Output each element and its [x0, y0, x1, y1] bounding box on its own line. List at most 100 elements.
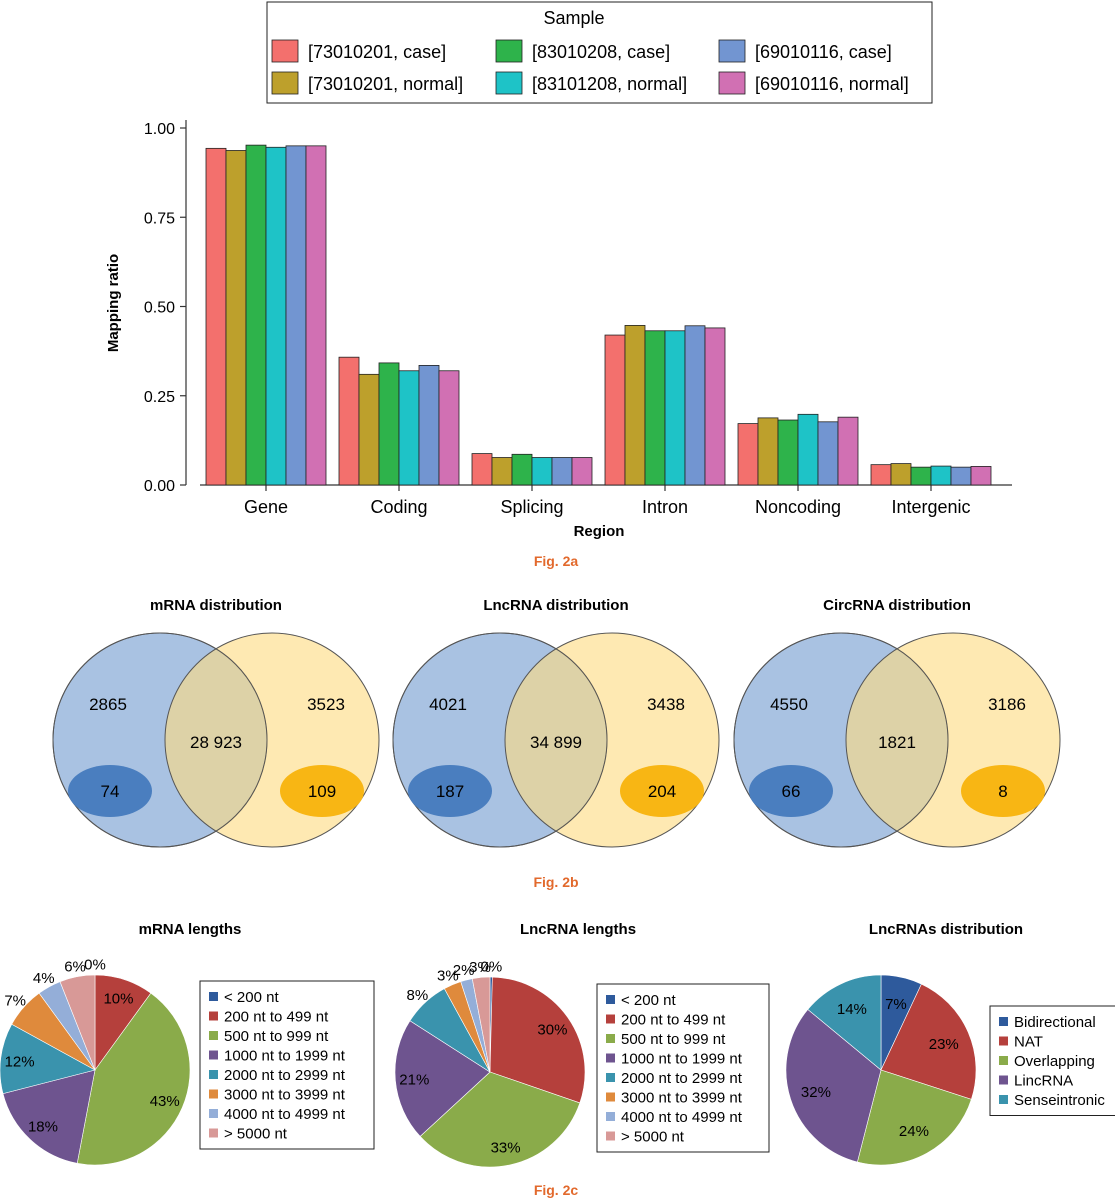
- pie-legend-swatch: [606, 1131, 615, 1141]
- pie-legend-swatch: [606, 1014, 615, 1024]
- pie-legend-swatch: [209, 1050, 218, 1060]
- fig2c-mrna: mRNA lengths 0% 10% 43% 18% 12% 7% 4% 6% < 200 nt…: [0, 921, 375, 1166]
- y-axis-label: Mapping ratio: [105, 254, 122, 352]
- pie-charts: mRNA lengths 0% 10% 43% 18% 12% 7% 4% 6% < 200 nt…: [0, 921, 1115, 1168]
- y-tick-label: 0.75: [144, 210, 175, 227]
- bar-noncoding-4: [817, 421, 839, 486]
- legend-label: [83101208, normal]: [532, 74, 687, 94]
- pie-slice: [807, 974, 882, 1071]
- pie-title: mRNA lengths: [139, 921, 242, 938]
- legend-swatch: [271, 39, 299, 63]
- bar-noncoding-3: [797, 413, 819, 486]
- bar-intron-4: [684, 325, 706, 486]
- pie-legend-label: 500 nt to 999 nt: [224, 1028, 329, 1045]
- venn-left-inner-ellipse: [749, 765, 833, 817]
- legend-box: [266, 1, 933, 104]
- legend-swatch: [718, 71, 746, 95]
- venn-left-inner-ellipse: [68, 765, 152, 817]
- pie-legend-label: Overlapping: [1014, 1053, 1095, 1070]
- bar-gene-2: [245, 144, 267, 486]
- pie-title: LncRNAs distribution: [869, 921, 1023, 938]
- bar-noncoding-1: [757, 417, 779, 486]
- pie-slice-label: 6%: [64, 958, 86, 975]
- pie-legend-label: < 200 nt: [224, 989, 279, 1006]
- bar-splicing-3: [531, 457, 553, 486]
- pie-slice: [857, 1069, 972, 1166]
- pie-legend-swatch: [606, 1092, 615, 1102]
- legend-swatch: [495, 39, 523, 63]
- caption-fig-2a: Fig. 2a: [534, 553, 579, 569]
- bar-coding-1: [358, 373, 380, 486]
- x-tick-label: Gene: [244, 497, 288, 517]
- pie-slice: [59, 974, 96, 1071]
- pie-slice-label: 24%: [899, 1123, 929, 1140]
- bar-splicing-4: [551, 457, 573, 486]
- venn-right-count: 3438: [647, 695, 685, 714]
- pie-slice: [471, 976, 491, 1073]
- pie-slice-label: 14%: [837, 1001, 867, 1018]
- pie-title: LncRNA lengths: [520, 921, 636, 938]
- pie-legend-swatch: [999, 1036, 1008, 1046]
- pie-legend-label: 1000 nt to 1999 nt: [224, 1048, 346, 1065]
- venn-overlap-count: 28 923: [190, 733, 242, 752]
- venn-right-inner-count: 8: [998, 782, 1007, 801]
- bar-splicing-0: [471, 453, 493, 486]
- venn-right-inner-count: 204: [648, 782, 676, 801]
- pie-legend-swatch: [209, 1089, 218, 1099]
- venn-left-inner-count: 74: [101, 782, 120, 801]
- venn-overlap-count: 1821: [878, 733, 916, 752]
- venn-right-inner-ellipse: [620, 765, 704, 817]
- pie-slice: [880, 983, 977, 1100]
- x-axis-ticks: Gene Coding Splicing Intron Noncoding Interge…: [244, 485, 971, 517]
- bars: [205, 144, 992, 486]
- fig2c-lncrna: LncRNA lengths 0% 30% 33% 21% 8% 3%2%3% < 200 n…: [394, 921, 770, 1168]
- pie-slice-label: 8%: [407, 987, 429, 1004]
- pie-legend-label: NAT: [1014, 1034, 1043, 1051]
- bar-splicing-5: [571, 457, 593, 486]
- pie-slice-label: 30%: [537, 1022, 567, 1039]
- legend-label: [73010201, case]: [308, 42, 446, 62]
- bar-noncoding-0: [737, 423, 759, 486]
- pie-legend-swatch: [209, 1011, 218, 1021]
- pie-slice-label: 43%: [150, 1093, 180, 1110]
- venn-title: CircRNA distribution: [823, 597, 971, 614]
- pie-legend-label: Bidirectional: [1014, 1014, 1096, 1031]
- legend-title: Sample: [543, 8, 604, 28]
- bar-coding-5: [438, 370, 460, 486]
- pie-legend-box: [596, 983, 770, 1153]
- y-tick-label: 0.25: [144, 389, 175, 406]
- pie-slice-label: 3%: [469, 959, 491, 976]
- pie-slice-label: 23%: [929, 1036, 959, 1053]
- bar-coding-0: [338, 356, 360, 486]
- y-axis-ticks: 0.00 0.25 0.50 0.75 1.00: [144, 121, 186, 495]
- pie-slice-label: 18%: [28, 1118, 58, 1135]
- bar-splicing-2: [511, 453, 533, 486]
- pie-legend-label: 2000 nt to 2999 nt: [224, 1067, 346, 1084]
- pie-slice: [394, 1020, 491, 1137]
- venn-left-count: 2865: [89, 695, 127, 714]
- venn-title: mRNA distribution: [150, 597, 282, 614]
- pie-legend-label: > 5000 nt: [621, 1129, 685, 1146]
- legend-entries: [73010201, case] [73010201, normal] [83010…: [271, 39, 909, 95]
- venn-left-inner-ellipse: [408, 765, 492, 817]
- pie-legend-label: 4000 nt to 4999 nt: [224, 1106, 346, 1123]
- pie-legend-box: [989, 1005, 1115, 1116]
- pie-legend-swatch: [999, 1095, 1008, 1104]
- bar-intron-2: [644, 330, 666, 486]
- pie-legend-swatch: [606, 1053, 615, 1063]
- pie-legend-swatch: [209, 992, 218, 1001]
- pie-slice: [76, 992, 191, 1166]
- pie-legend-label: 500 nt to 999 nt: [621, 1031, 726, 1048]
- venn-left-outline: [733, 632, 949, 848]
- venn-left-count: 4021: [429, 695, 467, 714]
- venn-1: LncRNA distribution 4021 3438 34 899 187 204: [392, 597, 720, 848]
- pie-slice-label: 21%: [399, 1072, 429, 1089]
- bar-intron-1: [624, 325, 646, 486]
- bar-coding-3: [398, 370, 420, 486]
- legend-label: [83010208, case]: [532, 42, 670, 62]
- pie-legend-box: [199, 980, 375, 1150]
- venn-left-outline: [52, 632, 268, 848]
- venn-right-inner-ellipse: [961, 765, 1045, 817]
- legend-swatch: [495, 71, 523, 95]
- venn-left-outline: [392, 632, 608, 848]
